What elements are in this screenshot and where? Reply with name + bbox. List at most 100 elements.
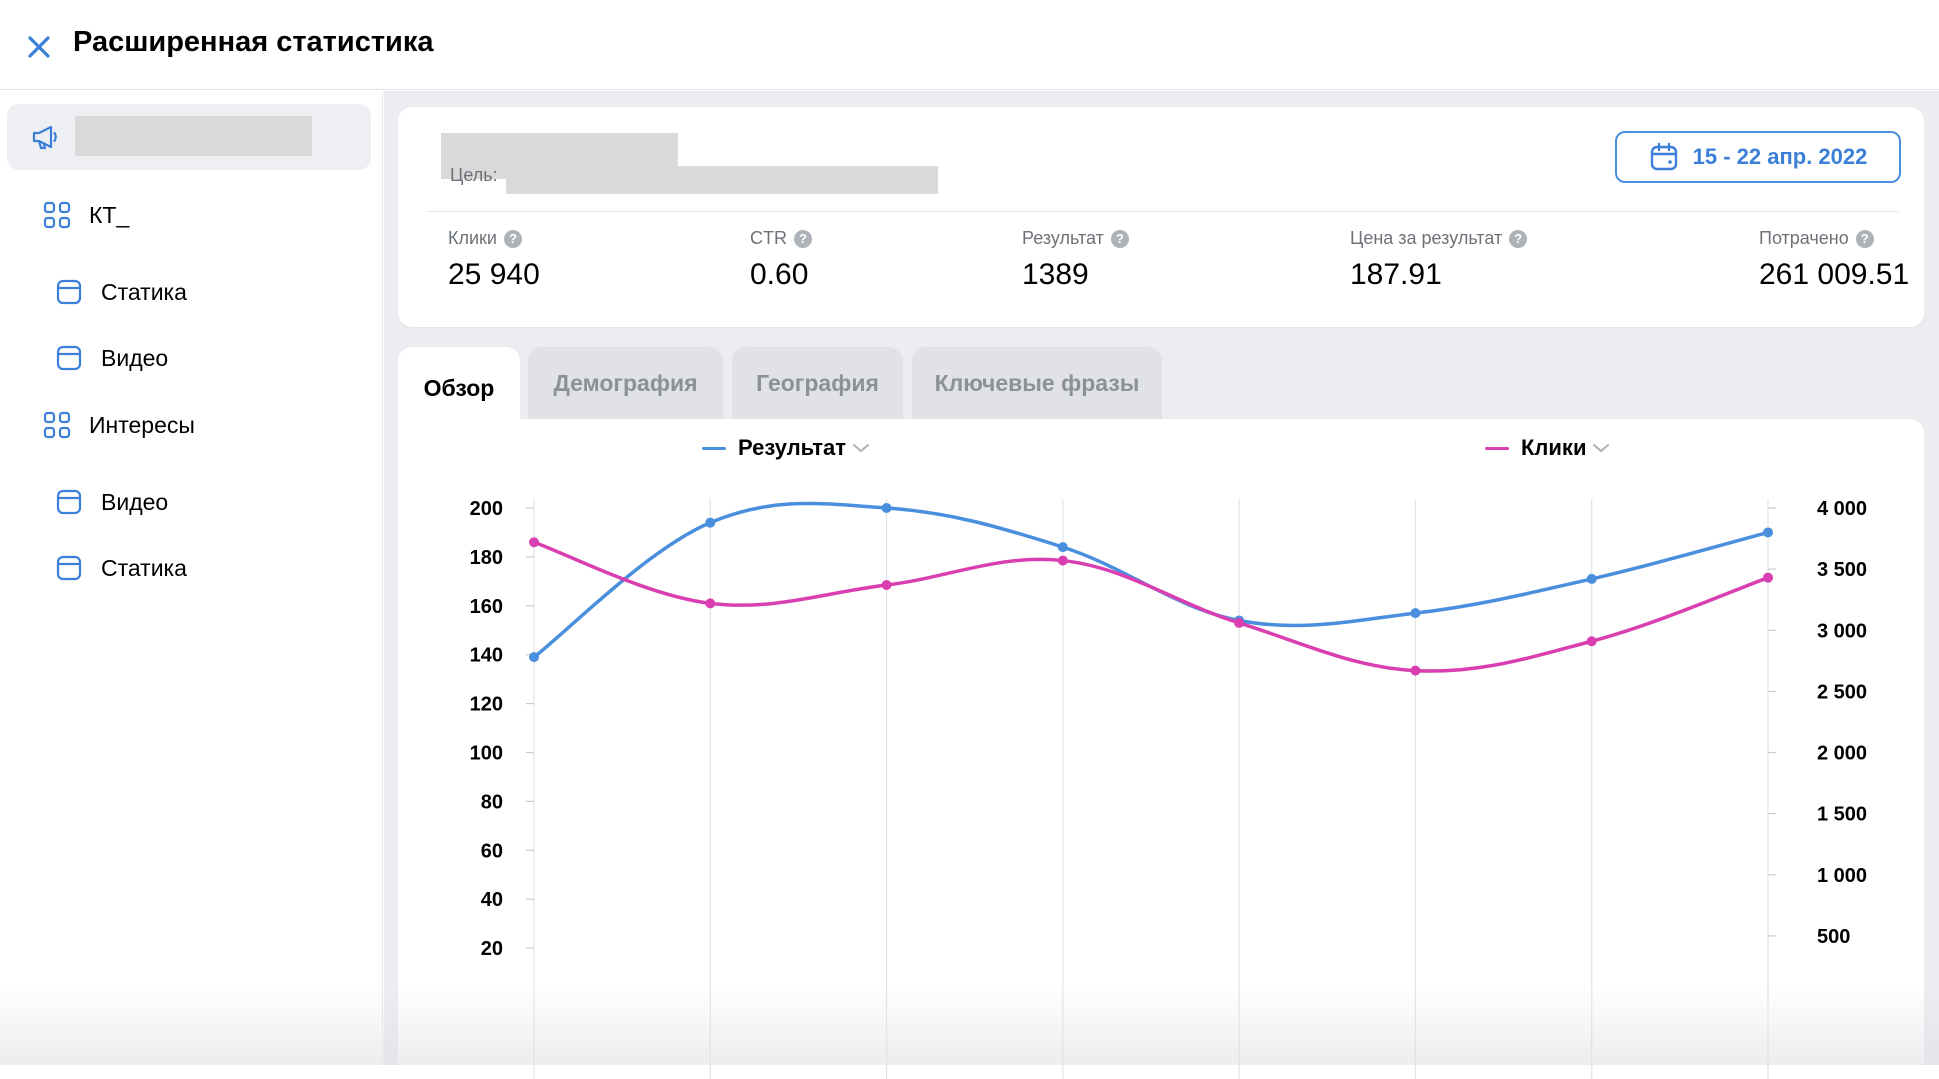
data-point-result <box>1057 542 1068 553</box>
sidebar-item-label: КТ_ <box>89 201 130 228</box>
tab-label: Ключевые фразы <box>934 369 1140 396</box>
redacted-goal-value <box>506 166 938 194</box>
y-right-tick-label: 1 500 <box>1817 804 1867 826</box>
tab-label: Обзор <box>423 374 495 401</box>
y-left-tick-label: 60 <box>481 840 503 862</box>
y-left-tick-label: 40 <box>481 889 503 911</box>
metric-cost-per-result: Цена за результат? 187.91 <box>1350 228 1528 292</box>
metric-clicks: Клики? 25 940 <box>448 228 540 292</box>
metric-ctr: CTR? 0.60 <box>750 228 812 292</box>
tab-overview[interactable]: Обзор <box>398 347 520 429</box>
page-title: Расширенная статистика <box>73 26 434 58</box>
data-point-clicks <box>881 580 892 591</box>
line-chart: 20 40 60 80 100 120 140 160 180 200 500 1 000 1 500 2… <box>470 498 1867 1079</box>
close-icon[interactable] <box>22 30 56 64</box>
banner-icon <box>56 555 82 581</box>
sidebar-item-label: Видео <box>101 344 169 371</box>
data-point-clicks <box>1410 665 1421 676</box>
legend-result-selector[interactable]: Результат <box>702 435 870 461</box>
tab-label: География <box>756 369 879 396</box>
help-icon[interactable]: ? <box>1110 229 1129 248</box>
redacted-campaign-name <box>75 116 312 156</box>
y-right-tick-label: 2 500 <box>1817 681 1867 703</box>
divider <box>427 211 1899 212</box>
legend-label: Клики <box>1521 435 1587 460</box>
sidebar-item-video[interactable]: Видео <box>55 338 168 378</box>
megaphone-icon <box>32 125 57 150</box>
chevron-down-icon <box>1593 444 1610 453</box>
y-left-tick-label: 200 <box>470 498 503 520</box>
legend-clicks-selector[interactable]: Клики <box>1485 435 1610 461</box>
legend-swatch <box>1485 446 1509 450</box>
data-point-clicks <box>1057 555 1068 566</box>
y-right-tick-label: 4 000 <box>1817 498 1867 520</box>
grid-icon <box>43 201 71 229</box>
help-icon[interactable]: ? <box>1509 229 1528 248</box>
banner-icon <box>56 489 82 515</box>
sidebar-item-label: Статика <box>101 554 187 581</box>
banner-icon <box>56 279 82 305</box>
metric-value: 25 940 <box>448 258 540 291</box>
legend-swatch <box>702 446 726 450</box>
metric-value: 1389 <box>1022 258 1089 291</box>
data-point-result <box>881 503 892 513</box>
data-point-clicks <box>705 598 716 609</box>
tab-keywords[interactable]: Ключевые фразы <box>912 347 1162 419</box>
calendar-icon <box>1650 142 1677 171</box>
sidebar-item-interests[interactable]: Интересы <box>43 405 195 445</box>
sidebar-item-static-2[interactable]: Статика <box>55 548 187 588</box>
main-content: Цель: 15 - 22 апр. 2022 Клики? 25 940 CT… <box>384 91 1939 1079</box>
sidebar-item-video-2[interactable]: Видео <box>55 482 168 522</box>
y-right-tick-label: 2 000 <box>1817 743 1867 765</box>
sidebar-item-label: Видео <box>101 488 169 515</box>
header-bar: Расширенная статистика <box>0 0 1939 90</box>
series-line-result <box>532 501 1770 659</box>
metric-result: Результат? 1389 <box>1022 228 1129 292</box>
metric-value: 261 009.51 <box>1759 258 1910 291</box>
sidebar-item-static[interactable]: Статика <box>55 272 187 312</box>
sidebar-item-label: Интересы <box>89 411 195 438</box>
tab-geography[interactable]: География <box>732 347 903 419</box>
y-left-tick-label: 120 <box>470 694 503 716</box>
data-point-result <box>1410 608 1421 619</box>
data-point-result <box>1586 573 1597 584</box>
chart-panel: Результат Клики 20 40 60 80 100 120 140 160 180 2… <box>398 419 1924 1079</box>
sidebar-item-kt[interactable]: КТ_ <box>43 195 129 235</box>
goal-label: Цель: <box>450 165 498 185</box>
metric-label: Результат <box>1022 228 1104 248</box>
y-right-tick-label: 1 000 <box>1817 865 1867 887</box>
metric-value: 187.91 <box>1350 258 1442 291</box>
y-left-tick-label: 20 <box>481 938 503 960</box>
help-icon[interactable]: ? <box>794 229 812 248</box>
metric-label: Клики <box>448 228 497 248</box>
legend-label: Результат <box>738 435 847 460</box>
y-left-tick-label: 100 <box>470 743 503 765</box>
banner-icon <box>56 345 82 371</box>
data-point-clicks <box>1234 617 1245 628</box>
date-range-button[interactable]: 15 - 22 апр. 2022 <box>1615 131 1901 183</box>
y-left-tick-label: 140 <box>470 645 503 667</box>
y-left-tick-label: 80 <box>481 791 503 813</box>
metric-label: Цена за результат <box>1350 228 1503 248</box>
data-point-clicks <box>529 537 539 548</box>
metric-spent: Потрачено? 261 009.51 <box>1759 228 1909 292</box>
sidebar-campaign-item[interactable] <box>7 104 371 170</box>
summary-card: Цель: 15 - 22 апр. 2022 Клики? 25 940 CT… <box>398 107 1924 327</box>
help-icon[interactable]: ? <box>503 229 522 248</box>
y-right-tick-label: 3 000 <box>1817 620 1867 642</box>
data-point-clicks <box>1586 636 1597 647</box>
sidebar: КТ_ Статика Видео Интересы Видео <box>0 91 383 1065</box>
series-line-clicks <box>532 540 1770 673</box>
y-right-tick-label: 3 500 <box>1817 559 1867 581</box>
date-range-text: 15 - 22 апр. 2022 <box>1692 144 1868 169</box>
data-point-result <box>705 517 716 528</box>
help-icon[interactable]: ? <box>1855 229 1874 248</box>
y-left-tick-label: 180 <box>470 547 503 569</box>
tab-label: Демография <box>553 369 698 396</box>
tab-demography[interactable]: Демография <box>528 347 723 419</box>
sidebar-item-label: Статика <box>101 278 187 305</box>
data-point-result <box>1763 527 1773 538</box>
y-right-tick-label: 500 <box>1817 926 1850 948</box>
metric-value: 0.60 <box>750 258 809 291</box>
metric-label: Потрачено <box>1759 228 1849 248</box>
